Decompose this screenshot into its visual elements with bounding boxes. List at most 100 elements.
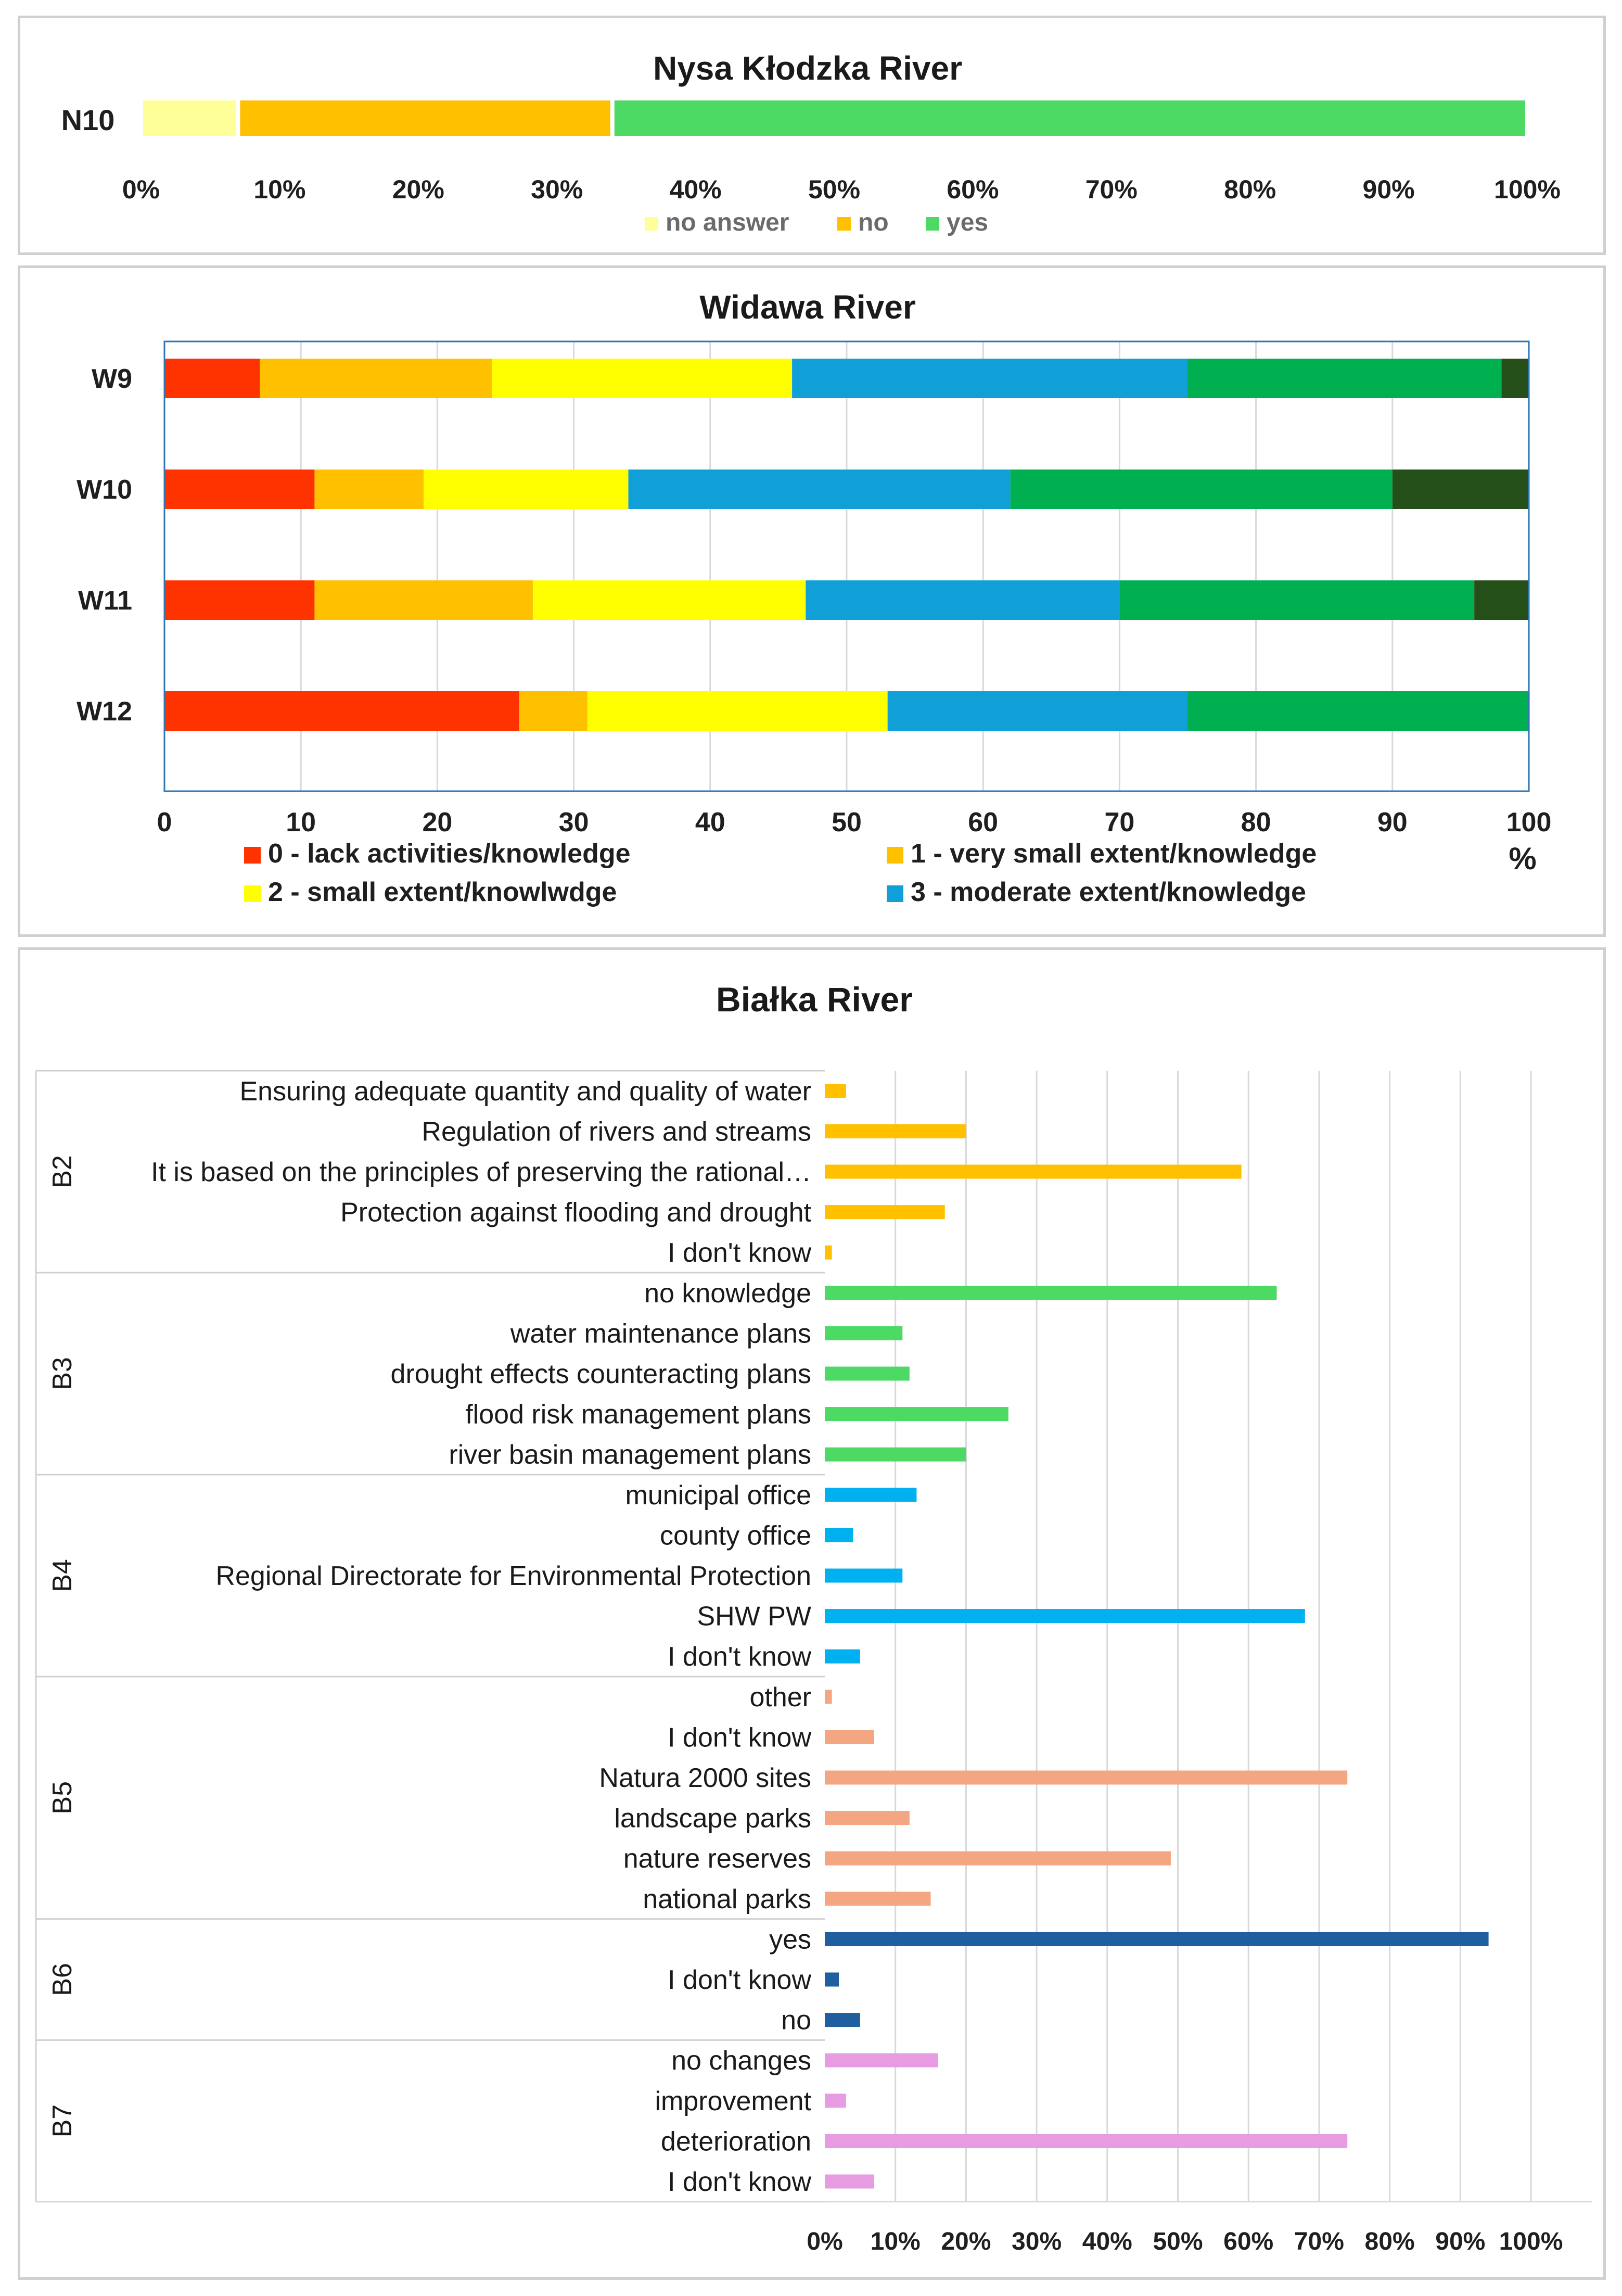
bar-b5-national-parks <box>825 1892 931 1906</box>
bar-b5-i-don-t-know <box>825 1730 874 1744</box>
group-label-b2: B2 <box>47 1155 78 1188</box>
category-label: I don't know <box>668 1642 811 1672</box>
bar-w9-3-moderate-extent-knowledge <box>792 359 1188 398</box>
category-label: W11 <box>78 586 132 616</box>
category-label: yes <box>769 1924 811 1955</box>
x-tick-label: 20% <box>941 2228 991 2255</box>
legend-label-no: no <box>858 209 889 236</box>
x-tick-label: 10% <box>253 175 305 204</box>
bar-w12-0-lack-activities-knowledge <box>164 691 519 731</box>
category-label: W10 <box>76 475 132 505</box>
legend-swatch-yes <box>926 217 939 231</box>
bar-w10-4 <box>1010 470 1393 509</box>
bar-w11-3-moderate-extent-knowledge <box>806 580 1120 620</box>
legend-swatch-3-moderate-extent-knowledge <box>887 885 903 902</box>
bar-b2-i-don-t-know <box>825 1245 832 1260</box>
bar-w10-1-very-small-extent-knowledge <box>314 470 424 509</box>
bar-b2-regulation-of-rivers-and-streams <box>825 1124 966 1138</box>
bar-b2-it-is-based-on-the-principles-of-preserving-the-rational <box>825 1164 1242 1179</box>
bar-b4-municipal-office <box>825 1488 917 1502</box>
bar-b5-nature-reserves <box>825 1851 1171 1866</box>
x-tick-label: 50 <box>832 807 862 838</box>
bar-no-answer <box>143 100 236 136</box>
x-tick-label: 60% <box>947 175 999 204</box>
x-tick-label: 60 <box>968 807 998 838</box>
category-label: improvement <box>655 2086 811 2116</box>
legend-swatch-no-answer <box>645 217 658 231</box>
bar-b5-other <box>825 1690 832 1704</box>
bar-w11-1-very-small-extent-knowledge <box>314 580 533 620</box>
bar-b4-i-don-t-know <box>825 1649 860 1664</box>
bar-w10-3-moderate-extent-knowledge <box>628 470 1011 509</box>
category-label: I don't know <box>668 1965 811 1995</box>
x-axis-label: % <box>1509 841 1536 876</box>
bar-w10-5 <box>1392 470 1529 509</box>
category-label: Natura 2000 sites <box>599 1763 811 1793</box>
bar-yes <box>614 100 1525 136</box>
bar-b6-no <box>825 2013 860 2027</box>
x-tick-label: 70 <box>1104 807 1134 838</box>
bar-w12-2-small-extent-knowlwdge <box>587 691 888 731</box>
category-label: Protection against flooding and drought <box>340 1198 811 1228</box>
bar-b3-flood-risk-management-plans <box>825 1407 1008 1422</box>
category-label: N10 <box>61 104 115 136</box>
group-label-b3: B3 <box>47 1357 78 1390</box>
bar-b4-county-office <box>825 1528 853 1542</box>
category-label: national parks <box>643 1884 811 1914</box>
bar-w9-1-very-small-extent-knowledge <box>260 359 492 398</box>
category-label: W9 <box>92 364 132 394</box>
bar-b7-no-changes <box>825 2053 938 2067</box>
x-tick-label: 0 <box>157 807 172 838</box>
legend-swatch-1-very-small-extent-knowledge <box>887 847 903 864</box>
x-tick-label: 30 <box>559 807 589 838</box>
bar-w10-2-small-extent-knowlwdge <box>424 470 629 509</box>
bialka-chart-panel: Białka River Ensuring adequate quantity … <box>18 947 1606 2280</box>
x-tick-label: 50% <box>808 175 860 204</box>
bar-w9-0-lack-activities-knowledge <box>164 359 260 398</box>
x-tick-label: 90 <box>1377 807 1408 838</box>
bar-w12-1-very-small-extent-knowledge <box>519 691 588 731</box>
bar-w12-3-moderate-extent-knowledge <box>887 691 1188 731</box>
group-label-b6: B6 <box>47 1963 78 1996</box>
legend-swatch-0-lack-activities-knowledge <box>244 847 261 864</box>
bar-b7-i-don-t-know <box>825 2174 874 2189</box>
x-tick-label: 100 <box>1506 807 1552 838</box>
bar-b3-no-knowledge <box>825 1286 1277 1300</box>
legend-label-3-moderate-extent-knowledge: 3 - moderate extent/knowledge <box>911 877 1306 907</box>
x-tick-label: 90% <box>1363 175 1415 204</box>
bar-b4-regional-directorate-for-environmental-protection <box>825 1568 903 1583</box>
bar-b7-deterioration <box>825 2134 1348 2148</box>
category-label: deterioration <box>661 2126 811 2157</box>
category-label: municipal office <box>625 1480 811 1511</box>
nysa-chart-panel: Nysa Kłodzka River N10 0% 10% 20% 30% 40% 50%… <box>18 16 1606 255</box>
category-label: W12 <box>76 696 132 727</box>
category-label: Regulation of rivers and streams <box>422 1117 811 1147</box>
legend-swatch-no <box>837 217 851 231</box>
bar-w11-5 <box>1474 580 1529 620</box>
x-tick-label: 70% <box>1085 175 1138 204</box>
category-label: I don't know <box>668 2167 811 2197</box>
bar-b7-improvement <box>825 2094 846 2108</box>
bialka-chart: Białka River Ensuring adequate quantity … <box>35 980 1592 2255</box>
bar-b2-ensuring-adequate-quantity-and-quality-of-water <box>825 1084 846 1098</box>
category-label: Regional Directorate for Environmental P… <box>215 1561 811 1591</box>
legend-label-yes: yes <box>947 209 988 236</box>
x-tick-label: 0% <box>807 2228 842 2255</box>
category-label: no changes <box>671 2046 811 2076</box>
category-label: no knowledge <box>644 1278 811 1309</box>
bar-b3-river-basin-management-plans <box>825 1447 966 1462</box>
bar-b3-water-maintenance-plans <box>825 1326 903 1340</box>
category-label: county office <box>660 1520 811 1551</box>
bar-w11-4 <box>1119 580 1475 620</box>
widawa-chart: Widawa River W9 W10 W11 W12 0 10 20 30 40 50 60 70… <box>76 288 1552 907</box>
category-label: water maintenance plans <box>510 1318 811 1349</box>
bar-b4-shw-pw <box>825 1609 1305 1623</box>
bar-b5-natura-2000-sites <box>825 1770 1348 1785</box>
category-label: drought effects counteracting plans <box>391 1359 811 1389</box>
x-tick-label: 80 <box>1241 807 1271 838</box>
x-tick-label: 20% <box>392 175 444 204</box>
category-label: other <box>749 1682 811 1713</box>
x-tick-label: 10 <box>286 807 316 838</box>
bar-b3-drought-effects-counteracting-plans <box>825 1366 910 1381</box>
legend-label-no-answer: no answer <box>666 209 789 236</box>
